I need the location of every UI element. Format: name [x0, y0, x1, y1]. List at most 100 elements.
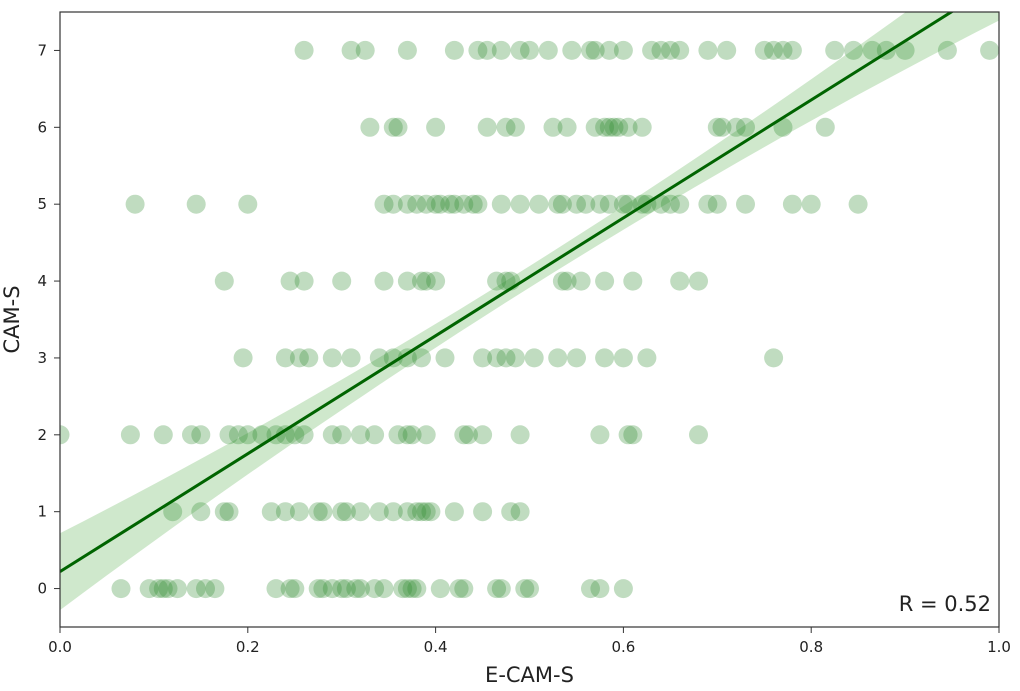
data-point [567, 194, 586, 214]
data-point [773, 40, 793, 60]
y-tick-label: 5 [37, 195, 47, 213]
data-point [294, 425, 314, 445]
data-point [595, 271, 615, 291]
data-point [613, 194, 633, 214]
x-tick-label: 0.4 [424, 638, 448, 656]
data-point [186, 194, 206, 214]
data-point [238, 425, 258, 445]
data-point [383, 502, 403, 522]
data-point [120, 425, 140, 445]
data-point [599, 117, 619, 137]
data-point [707, 194, 727, 214]
data-point [374, 579, 394, 599]
data-point [153, 425, 173, 445]
data-point [487, 579, 507, 599]
data-point [538, 40, 558, 60]
data-point [196, 579, 215, 599]
data-point [426, 194, 446, 214]
data-point [412, 271, 431, 291]
data-point [585, 40, 605, 60]
data-point [581, 40, 600, 60]
data-point [397, 579, 417, 599]
data-point [219, 425, 239, 445]
data-point [285, 425, 305, 445]
data-point [491, 579, 511, 599]
data-point [308, 579, 328, 599]
x-axis-label: E-CAM-S [485, 663, 574, 687]
data-point [754, 40, 774, 60]
data-point [360, 117, 380, 137]
data-point [397, 194, 417, 214]
data-point [717, 40, 737, 60]
data-point [383, 194, 403, 214]
data-point [980, 40, 999, 60]
data-point [430, 579, 450, 599]
data-point [374, 271, 394, 291]
data-point [397, 271, 417, 291]
data-point [275, 502, 295, 522]
data-point [351, 425, 370, 445]
data-point [736, 117, 755, 137]
data-point [764, 348, 784, 368]
data-point [520, 40, 539, 60]
data-point [111, 579, 131, 599]
data-point [618, 194, 638, 214]
data-point [491, 40, 511, 60]
data-point [604, 117, 624, 137]
data-point [426, 117, 446, 137]
data-point [576, 194, 596, 214]
data-point [459, 425, 478, 445]
data-point [280, 579, 300, 599]
regression-line [60, 12, 955, 573]
y-tick-label: 4 [37, 272, 47, 290]
data-point [670, 271, 690, 291]
data-point [510, 425, 530, 445]
data-point [637, 348, 657, 368]
x-tick-label: 0.8 [799, 638, 823, 656]
data-point [590, 579, 610, 599]
data-point [599, 40, 619, 60]
data-point [374, 194, 394, 214]
data-point [642, 40, 662, 60]
data-point [336, 579, 356, 599]
data-point [590, 194, 610, 214]
data-point [416, 502, 436, 522]
data-point [552, 271, 572, 291]
data-point [341, 40, 361, 60]
data-point [510, 40, 530, 60]
data-point [609, 117, 629, 137]
data-point [473, 348, 493, 368]
data-point [463, 194, 483, 214]
data-point [496, 271, 516, 291]
data-point [599, 194, 619, 214]
data-point [205, 579, 225, 599]
data-point [473, 425, 493, 445]
data-point [623, 271, 643, 291]
data-point [60, 425, 70, 445]
data-point [496, 348, 516, 368]
data-point [491, 194, 511, 214]
data-point [613, 40, 633, 60]
data-point [632, 117, 652, 137]
data-point [454, 579, 474, 599]
data-point [689, 425, 708, 445]
data-point [782, 194, 802, 214]
data-point [595, 348, 615, 368]
data-point [397, 348, 417, 368]
data-point [214, 502, 234, 522]
data-point [515, 579, 535, 599]
data-point [191, 502, 211, 522]
data-point [426, 271, 446, 291]
data-point [285, 579, 305, 599]
data-point [440, 194, 460, 214]
data-point [510, 502, 530, 522]
y-tick-label: 6 [37, 118, 47, 136]
data-point [585, 117, 605, 137]
data-point [332, 271, 352, 291]
data-point [383, 117, 403, 137]
data-point [407, 194, 427, 214]
data-point [214, 271, 234, 291]
data-point [529, 194, 549, 214]
